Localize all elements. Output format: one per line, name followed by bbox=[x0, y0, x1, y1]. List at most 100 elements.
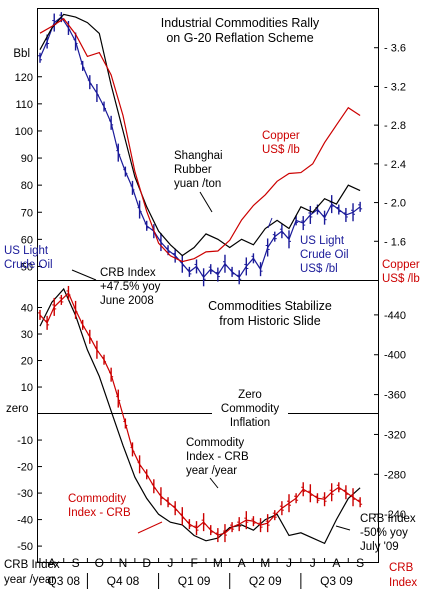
month-label: O bbox=[95, 556, 104, 570]
tick-label: -10 bbox=[17, 435, 33, 447]
crb-peak-1: CRB Index bbox=[100, 267, 156, 279]
tick-label: -280 bbox=[384, 469, 406, 481]
top-right-axis: - 3.6 - 3.2 - 2.8 - 2.4 - 2.0 - 1.6 bbox=[374, 43, 406, 248]
crb-low-2: -50% yoy bbox=[360, 527, 408, 539]
crb-peak-3: June 2008 bbox=[100, 295, 154, 307]
month-label: J bbox=[286, 556, 292, 570]
us-light-left-2: Crude Oil bbox=[4, 259, 53, 271]
bottom-right-label-1: CRB bbox=[389, 562, 414, 574]
quarter-label: Q3 09 bbox=[320, 574, 353, 588]
month-label: A bbox=[238, 556, 246, 570]
top-left-unit: Bbl bbox=[13, 48, 30, 60]
series-line-us-light-crude-oil bbox=[39, 16, 361, 279]
us-light-left-1: US Light bbox=[4, 245, 49, 257]
bottom-left-axis: 40 30 20 10 -10 -20 -30 -40 -50 bbox=[17, 303, 42, 553]
tick-label: - 3.2 bbox=[384, 81, 406, 93]
top-title-line1: Industrial Commodities Rally bbox=[161, 16, 320, 30]
tick-label: 120 bbox=[15, 72, 33, 84]
zero-infl-1: Zero bbox=[238, 389, 262, 401]
crb-red-pointer bbox=[137, 521, 163, 534]
bottom-right-axis: -440 -400 -360 -320 -280 -240 bbox=[374, 310, 406, 521]
bottom-panel-frame bbox=[37, 280, 379, 563]
series-line-shanghai-rubber bbox=[39, 13, 361, 257]
crb-peak-pointer bbox=[71, 269, 97, 281]
tick-label: 90 bbox=[21, 153, 33, 165]
series-line-commodity-index-crb bbox=[39, 291, 361, 536]
quarter-label: Q1 09 bbox=[178, 574, 211, 588]
month-label: N bbox=[119, 556, 128, 570]
tick-label: 20 bbox=[21, 356, 33, 368]
crb-low-pointer bbox=[335, 525, 351, 531]
quarter-label: Q4 08 bbox=[107, 574, 140, 588]
us-light-right-3: US$ /bl bbox=[300, 263, 338, 275]
tick-label: 60 bbox=[21, 234, 33, 246]
tick-label: -320 bbox=[384, 429, 406, 441]
tick-label: 50 bbox=[21, 261, 33, 273]
shanghai-pointer bbox=[199, 191, 213, 213]
tick-label: -40 bbox=[17, 515, 33, 527]
month-label: S bbox=[72, 556, 80, 570]
quarter-axis: Q3 08 Q4 08 Q1 09 Q2 09 Q3 09 bbox=[47, 573, 353, 589]
bottom-series-group bbox=[38, 285, 363, 545]
tick-label: - 1.6 bbox=[384, 236, 406, 248]
month-label: M bbox=[213, 556, 223, 570]
crb-yoy-3: year /year bbox=[186, 465, 237, 477]
tick-label: - 2.8 bbox=[384, 120, 406, 132]
zero-infl-bg bbox=[212, 402, 288, 430]
tick-label: 100 bbox=[15, 126, 33, 138]
tick-label: 70 bbox=[21, 207, 33, 219]
bottom-title-line1: Commodities Stabilize bbox=[208, 299, 332, 313]
copper-axis-1: Copper bbox=[382, 259, 420, 271]
crb-yoy-1: Commodity bbox=[186, 437, 244, 449]
quarter-label: Q3 08 bbox=[47, 574, 80, 588]
tick-label: -20 bbox=[17, 462, 33, 474]
shanghai-label-3: yuan /ton bbox=[174, 178, 221, 190]
tick-label: -400 bbox=[384, 350, 406, 362]
crb-low-1: CRB Index bbox=[360, 513, 416, 525]
tick-label: -30 bbox=[17, 488, 33, 500]
crb-red-2: Index - CRB bbox=[68, 507, 131, 519]
series-line-copper bbox=[39, 17, 361, 263]
shanghai-label-1: Shanghai bbox=[174, 150, 223, 162]
month-label: S bbox=[356, 556, 364, 570]
month-label: F bbox=[190, 556, 197, 570]
copper-label-1: Copper bbox=[262, 130, 300, 142]
quarter-label: Q2 09 bbox=[249, 574, 282, 588]
crb-peak-2: +47.5% yoy bbox=[100, 281, 161, 293]
series-line-commodity-index-crb-year-year bbox=[39, 287, 361, 545]
month-label: A bbox=[48, 556, 56, 570]
month-label: D bbox=[142, 556, 151, 570]
copper-axis-2: US$ /lb bbox=[382, 273, 420, 285]
month-label: A bbox=[332, 556, 340, 570]
month-label: J bbox=[310, 556, 316, 570]
tick-label: 40 bbox=[21, 303, 33, 315]
tick-label: - 2.4 bbox=[384, 159, 406, 171]
zero-infl-2: Commodity bbox=[221, 403, 279, 415]
copper-label-2: US$ /lb bbox=[262, 144, 300, 156]
bottom-title-line2: from Historic Slide bbox=[219, 314, 320, 328]
tick-label: - 3.6 bbox=[384, 43, 406, 55]
top-series-group bbox=[38, 12, 363, 287]
crb-yoy-pointer bbox=[209, 477, 219, 489]
crb-low-3: July '09 bbox=[360, 541, 399, 553]
zero-label: zero bbox=[6, 403, 28, 415]
top-title-line2: on G-20 Reflation Scheme bbox=[166, 31, 313, 45]
tick-label: 80 bbox=[21, 180, 33, 192]
crb-red-1: Commodity bbox=[68, 493, 126, 505]
tick-label: 30 bbox=[21, 329, 33, 341]
tick-label: - 2.0 bbox=[384, 198, 406, 210]
top-left-axis: 120 110 100 90 80 70 60 50 bbox=[15, 72, 42, 273]
tick-label: -360 bbox=[384, 390, 406, 402]
tick-label: 110 bbox=[15, 99, 33, 111]
us-light-right-2: Crude Oil bbox=[300, 249, 349, 261]
tick-label: 10 bbox=[21, 382, 33, 394]
bottom-left-label-2: year /year bbox=[4, 574, 55, 586]
tick-label: -50 bbox=[17, 541, 33, 553]
us-light-right-1: US Light bbox=[300, 235, 345, 247]
crb-yoy-2: Index - CRB bbox=[186, 451, 249, 463]
bottom-left-label-1: CRB Index bbox=[4, 559, 60, 571]
tick-label: -240 bbox=[384, 509, 406, 521]
month-label: M bbox=[260, 556, 270, 570]
bottom-right-label-2: Index bbox=[389, 577, 417, 589]
